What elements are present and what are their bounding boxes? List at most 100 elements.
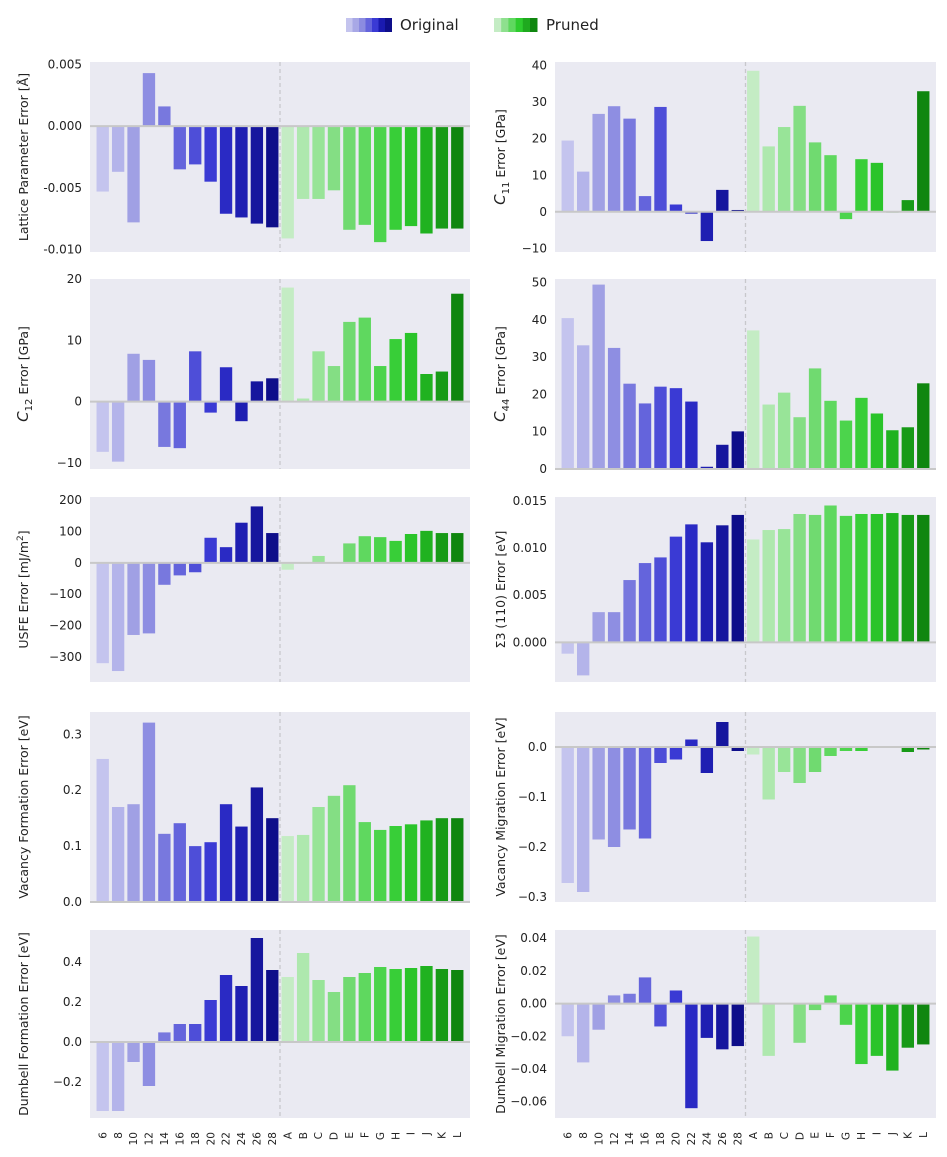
y-tick-label: 40 [532,313,547,327]
bar-original [204,842,217,902]
y-tick-label: 0 [539,205,547,219]
x-tick-label: 14 [624,1132,636,1146]
bar-original [716,722,729,747]
bar-pruned [777,127,791,212]
bar-original [623,580,636,643]
bar-original [96,401,109,452]
x-tick-label: 26 [252,1132,264,1146]
bar-pruned [824,400,837,469]
y-axis-label: Vacancy Formation Error [eV] [16,715,31,898]
y-axis-label: Lattice Parameter Error [Å] [16,73,31,241]
y-tick-label: 0 [74,395,82,409]
bar-pruned [824,747,837,756]
y-tick-label: 0.2 [63,995,82,1009]
bar-pruned [389,339,402,402]
x-tick-label: 8 [113,1132,125,1139]
y-tick-label: −10 [522,241,547,255]
bar-original [561,642,574,654]
bar-original [669,747,683,760]
x-tick-label: 20 [205,1132,217,1145]
bar-original [685,1003,698,1109]
chart-panel: 0.3 0.2 0.1 0.0 Vacancy Formation Error [eV] [16,712,470,909]
bar-original [127,562,140,635]
y-tick-label: 30 [532,350,547,364]
bar-original [158,562,171,585]
y-axis-label: C44 Error [GPa] [491,326,512,422]
y-tick-label: 0.005 [513,588,547,602]
y-axis-label: C11 Error [GPa] [491,109,512,205]
x-tick-label: J [887,1132,899,1136]
bar-pruned [917,91,930,212]
bar-pruned [901,1003,914,1048]
bar-original [731,1003,744,1047]
bar-pruned [855,747,868,751]
x-tick-label: G [375,1132,387,1140]
bar-original [250,381,264,402]
y-tick-label: 0.2 [63,783,82,797]
bar-original [219,975,233,1042]
y-axis-label: Vacancy Migration Error [eV] [493,717,508,896]
y-tick-label: −0.1 [518,790,547,804]
bar-original [235,986,248,1042]
bar-pruned [901,427,914,469]
bar-original [731,431,744,469]
bar-original [716,444,729,469]
y-tick-label: 50 [532,276,547,290]
bar-pruned [296,126,310,199]
bar-original [235,401,248,422]
y-tick-label: −0.3 [518,890,547,904]
bar-original [669,536,683,643]
bar-original [716,525,729,643]
bar-pruned [870,1003,884,1056]
x-tick-label: K [437,1131,449,1139]
bar-pruned [808,142,822,212]
bar-pruned [824,995,837,1004]
x-tick-label: 28 [732,1132,744,1145]
bar-original [219,367,233,402]
bar-pruned [855,513,868,643]
bar-pruned [901,514,914,643]
y-tick-label: 40 [532,59,547,73]
bar-original [204,401,217,413]
bar-pruned [281,287,294,402]
bar-pruned [404,824,418,902]
bar-pruned [389,126,402,230]
bar-pruned [762,1003,775,1056]
bar-pruned [747,936,760,1004]
bar-original [250,506,264,563]
x-tick-label: B [298,1132,310,1139]
bar-pruned [793,1003,806,1043]
bar-pruned [808,747,822,772]
bar-pruned [404,332,418,402]
bar-original [204,126,217,182]
bar-pruned [451,126,464,229]
bar-pruned [281,977,294,1042]
bar-original [577,1003,590,1063]
bar-pruned [389,969,402,1042]
x-tick-label: H [856,1132,868,1140]
x-tick-label: D [329,1132,341,1140]
x-tick-label: 20 [671,1132,683,1145]
y-tick-label: 0.02 [520,964,547,978]
legend-label-pruned: Pruned [546,16,599,34]
bar-original [250,938,264,1042]
bar-pruned [917,747,930,750]
bar-original [111,401,125,462]
bar-pruned [420,530,433,563]
bar-original [592,113,605,212]
bar-original [219,804,233,902]
bar-original [577,345,590,469]
x-tick-label: 6 [97,1132,109,1139]
bar-original [607,995,621,1004]
bar-original [266,533,279,563]
bar-original [700,1003,714,1038]
x-tick-label: A [282,1131,294,1139]
bar-original [607,106,621,212]
bar-pruned [793,747,806,783]
bar-original [607,347,621,469]
bar-pruned [451,293,464,402]
bar-pruned [762,747,775,800]
bar-original [607,747,621,847]
x-tick-label: F [359,1132,371,1138]
bar-pruned [312,555,325,563]
